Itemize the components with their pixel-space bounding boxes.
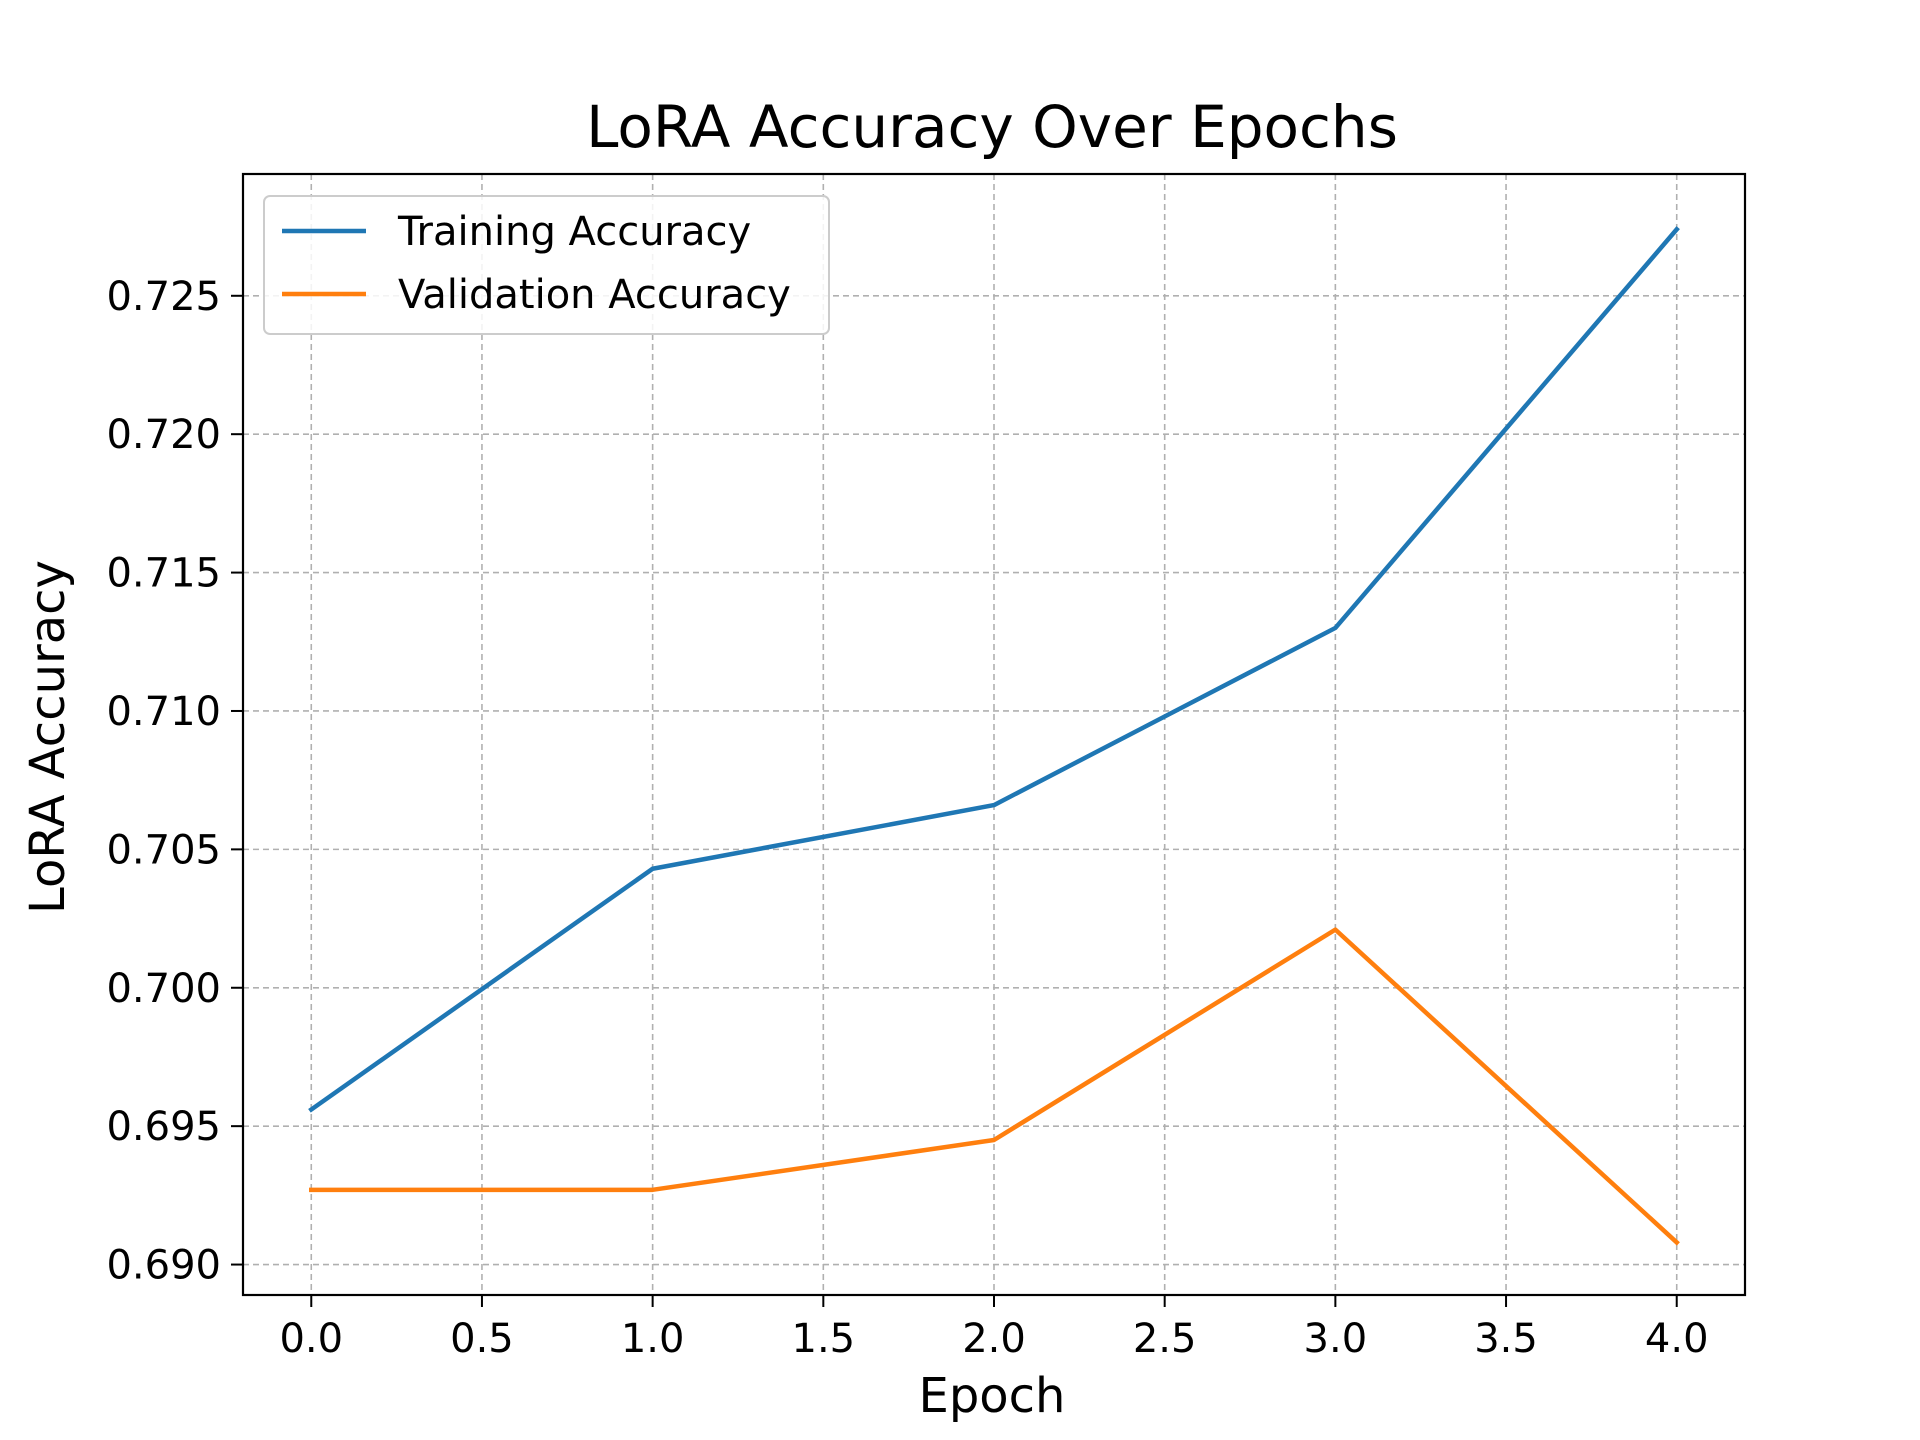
legend-box bbox=[263, 195, 830, 335]
series-group bbox=[308, 226, 1680, 1246]
chart-title: LoRA Accuracy Over Epochs bbox=[586, 93, 1398, 161]
y-tick-label: 0.710 bbox=[106, 689, 221, 735]
x-tick-label: 2.5 bbox=[1133, 1316, 1197, 1362]
axis-ticks: 0.0 0.5 1.0 1.5 2.0 2.5 3.0 3.5 4.0 0.690 0.695 0.7… bbox=[106, 274, 1708, 1362]
x-tick-label: 4.0 bbox=[1645, 1316, 1709, 1362]
legend-label-training-accuracy: Training Accuracy bbox=[397, 209, 751, 255]
x-tick-label: 3.0 bbox=[1304, 1316, 1368, 1362]
y-tick-label: 0.705 bbox=[106, 827, 221, 873]
x-tick-label: 0.0 bbox=[279, 1316, 343, 1362]
legend-label-validation-accuracy: Validation Accuracy bbox=[398, 272, 791, 318]
x-tick-label: 1.0 bbox=[621, 1316, 685, 1362]
plot-frame bbox=[241, 172, 1747, 1297]
y-tick-label: 0.725 bbox=[106, 274, 221, 320]
legend: Training Accuracy Validation Accuracy bbox=[263, 195, 830, 335]
y-tick-label: 0.695 bbox=[106, 1104, 221, 1150]
y-tick-label: 0.715 bbox=[106, 551, 221, 597]
x-tick-label: 3.5 bbox=[1474, 1316, 1538, 1362]
x-axis-label: Epoch bbox=[919, 1368, 1066, 1424]
y-tick-label: 0.690 bbox=[106, 1243, 221, 1289]
series-line-training-accuracy bbox=[308, 226, 1680, 1113]
grid bbox=[243, 174, 1745, 1295]
y-axis-label: LoRA Accuracy bbox=[20, 560, 76, 914]
x-tick-label: 0.5 bbox=[450, 1316, 514, 1362]
y-tick-label: 0.700 bbox=[106, 966, 221, 1012]
x-tick-label: 1.5 bbox=[792, 1316, 856, 1362]
y-tick-label: 0.720 bbox=[106, 412, 221, 458]
series-line-validation-accuracy bbox=[309, 927, 1680, 1246]
x-tick-label: 2.0 bbox=[962, 1316, 1026, 1362]
